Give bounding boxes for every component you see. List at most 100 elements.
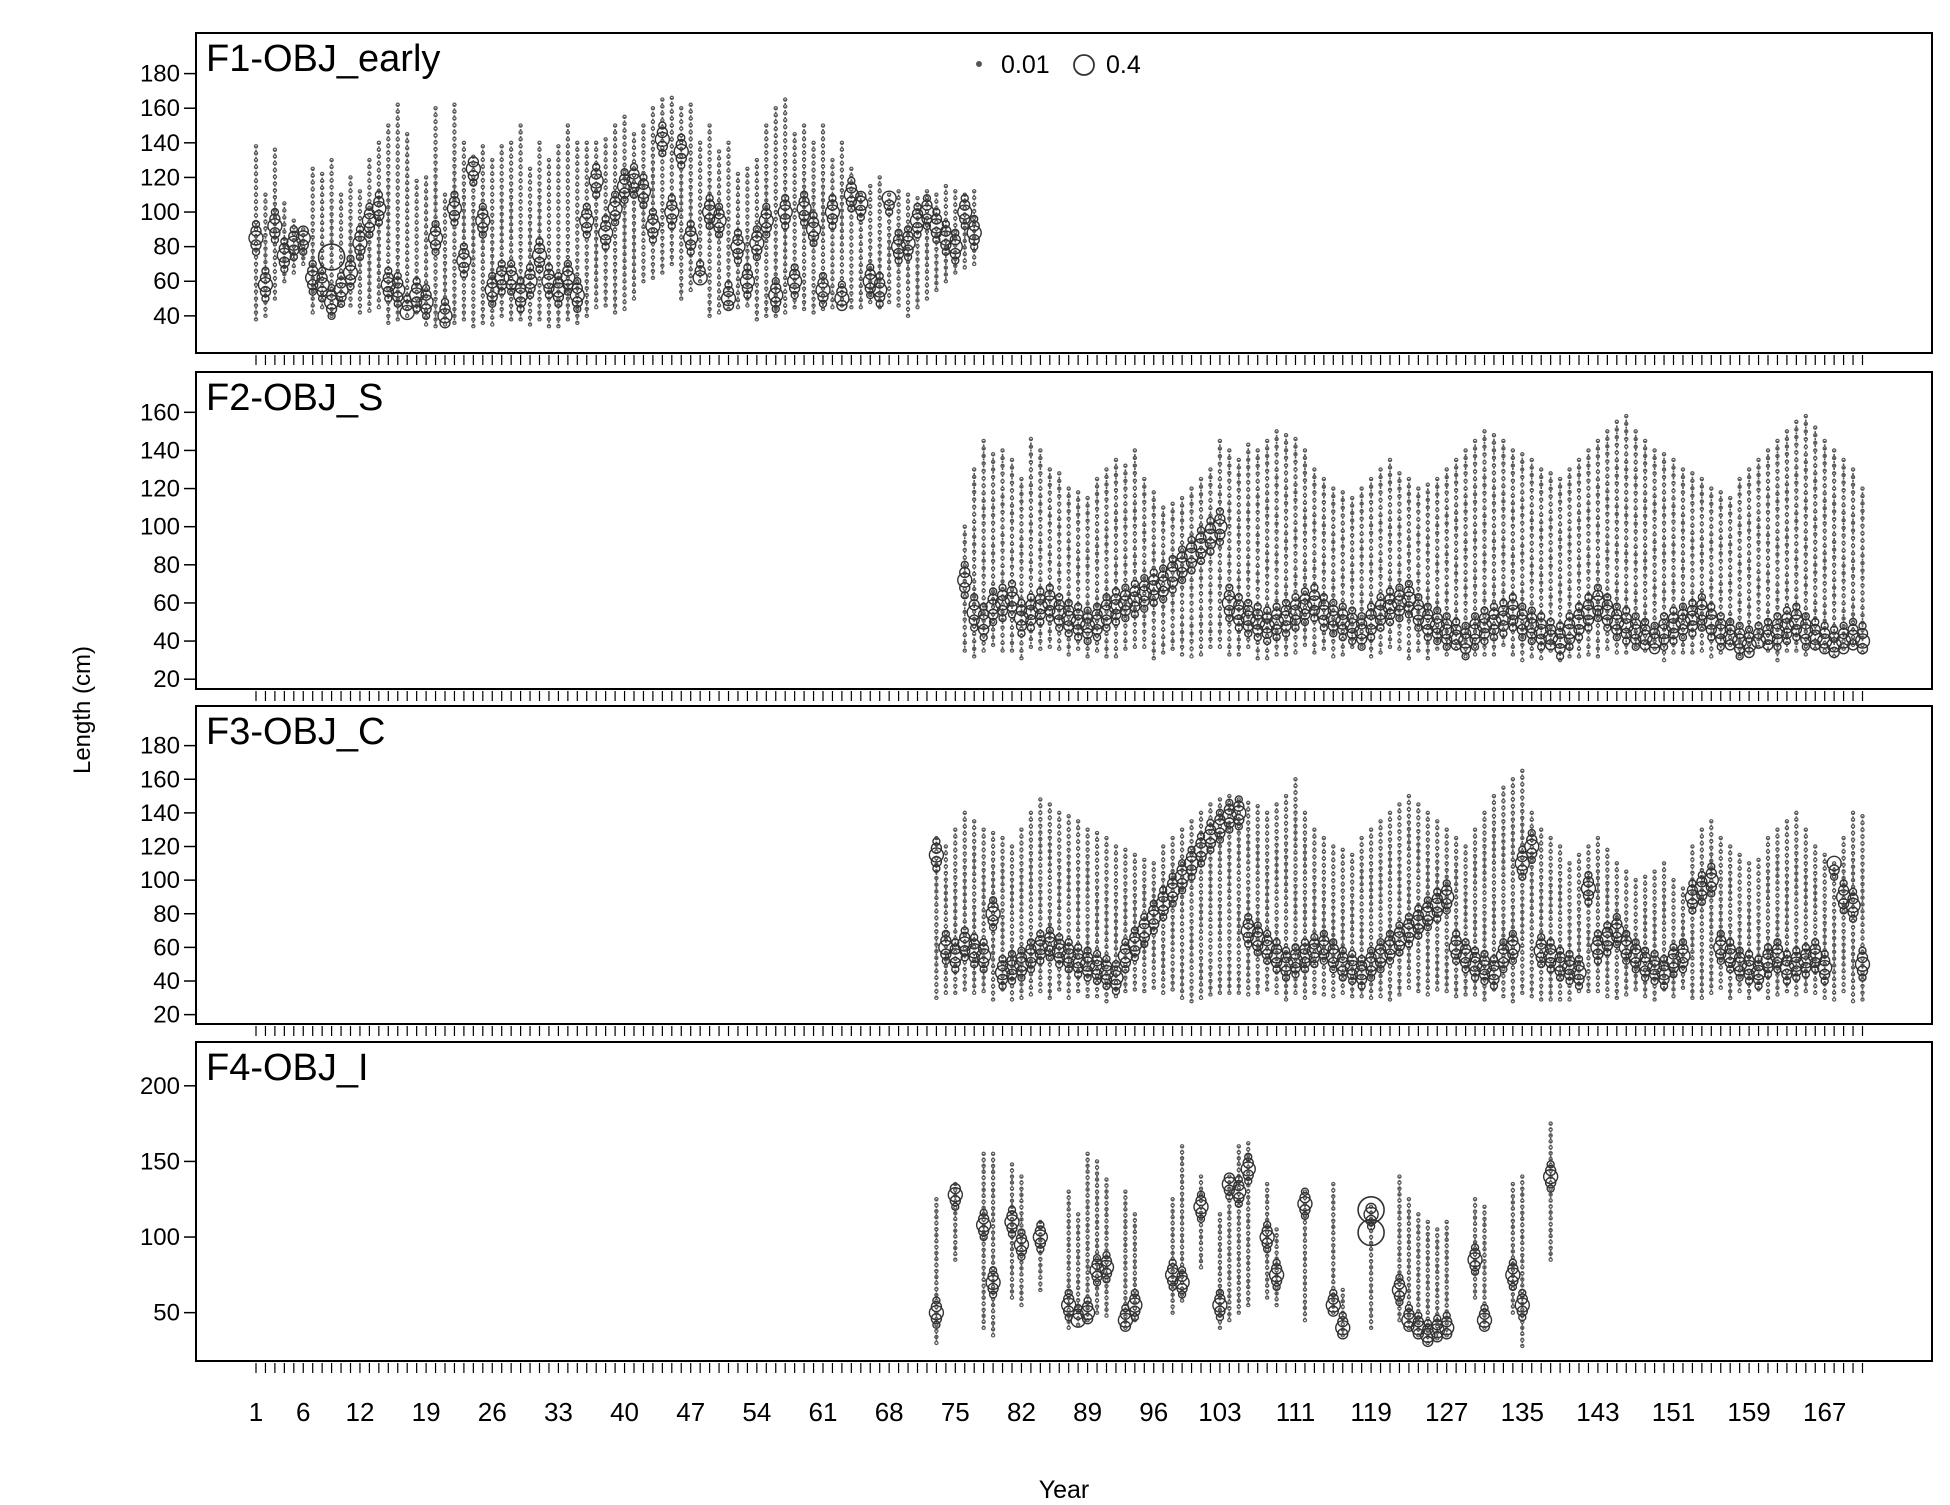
bubble — [963, 595, 966, 598]
bubble — [1445, 537, 1448, 540]
bubble — [727, 238, 730, 241]
bubble — [982, 582, 985, 585]
bubble — [500, 165, 503, 168]
bubble — [821, 151, 824, 154]
bubble — [1417, 595, 1420, 598]
bubble — [727, 148, 730, 151]
bubble — [1455, 496, 1458, 499]
bubble — [1502, 530, 1505, 533]
year-column — [599, 138, 613, 307]
bubble — [396, 221, 399, 224]
bubble — [982, 589, 985, 592]
bubble — [576, 148, 579, 151]
bubble — [699, 245, 702, 248]
bubble — [973, 196, 976, 199]
bubble — [453, 233, 456, 236]
bubble — [500, 280, 503, 283]
bubble — [1351, 593, 1354, 596]
bubble — [869, 191, 872, 194]
bubble — [453, 130, 456, 133]
bubble — [661, 209, 664, 212]
bubble — [651, 256, 654, 259]
bubble — [670, 186, 673, 189]
bubble — [1341, 560, 1344, 563]
bubble — [1313, 552, 1316, 555]
bubble — [708, 246, 711, 249]
bubble — [1577, 496, 1580, 499]
y-tick-label: 160 — [140, 95, 180, 122]
bubble — [642, 165, 645, 168]
bubble — [973, 520, 976, 523]
bubble — [358, 190, 361, 193]
bubble — [311, 201, 314, 204]
bubble — [774, 169, 777, 172]
bubble — [869, 225, 872, 228]
bubble — [1010, 535, 1013, 538]
bubble — [1114, 489, 1117, 492]
bubble — [1086, 625, 1089, 628]
bubble — [368, 165, 371, 168]
bubble — [528, 194, 531, 197]
bubble — [1133, 623, 1136, 626]
bubble — [1521, 521, 1524, 524]
bubble — [1483, 499, 1486, 502]
y-tick-label: 100 — [140, 514, 180, 541]
bubble — [1521, 651, 1524, 654]
bubble — [680, 154, 683, 157]
bubble — [1341, 599, 1344, 602]
bubble — [406, 251, 409, 254]
bubble — [982, 537, 985, 540]
bubble — [821, 131, 824, 134]
bubble — [1077, 528, 1080, 531]
year-column — [1619, 415, 1633, 655]
bubble — [1587, 524, 1590, 527]
bubble — [311, 222, 314, 225]
bubble — [1209, 491, 1212, 494]
bubble — [1521, 491, 1524, 494]
bubble — [1388, 548, 1391, 551]
year-column — [457, 141, 471, 321]
bubble — [1662, 521, 1665, 524]
bubble — [339, 207, 342, 210]
bubble — [406, 223, 409, 226]
bubble — [1483, 453, 1486, 456]
bubble — [1322, 547, 1325, 550]
bubble — [1530, 602, 1533, 605]
bubble — [1445, 576, 1448, 579]
bubble — [349, 189, 352, 192]
bubble — [576, 266, 579, 269]
bubble — [1407, 522, 1410, 525]
bubble — [888, 274, 891, 277]
bubble — [850, 257, 853, 260]
bubble — [793, 250, 796, 253]
bubble — [1284, 607, 1287, 610]
bubble — [680, 127, 683, 130]
bubble — [510, 189, 513, 192]
bubble — [254, 207, 257, 210]
bubble — [651, 263, 654, 266]
bubble — [566, 186, 569, 189]
bubble — [774, 197, 777, 200]
bubble — [812, 175, 815, 178]
bubble — [642, 232, 645, 235]
bubble — [472, 284, 475, 287]
bubble — [273, 256, 276, 259]
bubble — [793, 257, 796, 260]
year-column — [1392, 472, 1406, 651]
bubble — [803, 239, 806, 242]
bubble — [1587, 479, 1590, 482]
bubble — [557, 207, 560, 210]
bubble — [1152, 581, 1155, 584]
bubble — [661, 181, 664, 184]
bubble — [1653, 517, 1656, 520]
bubble — [632, 194, 635, 197]
bubble — [1436, 624, 1439, 627]
year-column — [778, 98, 792, 314]
bubble — [1596, 478, 1599, 481]
bubble — [963, 556, 966, 559]
year-column — [1289, 437, 1303, 654]
bubble — [1029, 460, 1032, 463]
bubble — [547, 255, 550, 258]
bubble — [1133, 524, 1136, 527]
bubble — [651, 113, 654, 116]
